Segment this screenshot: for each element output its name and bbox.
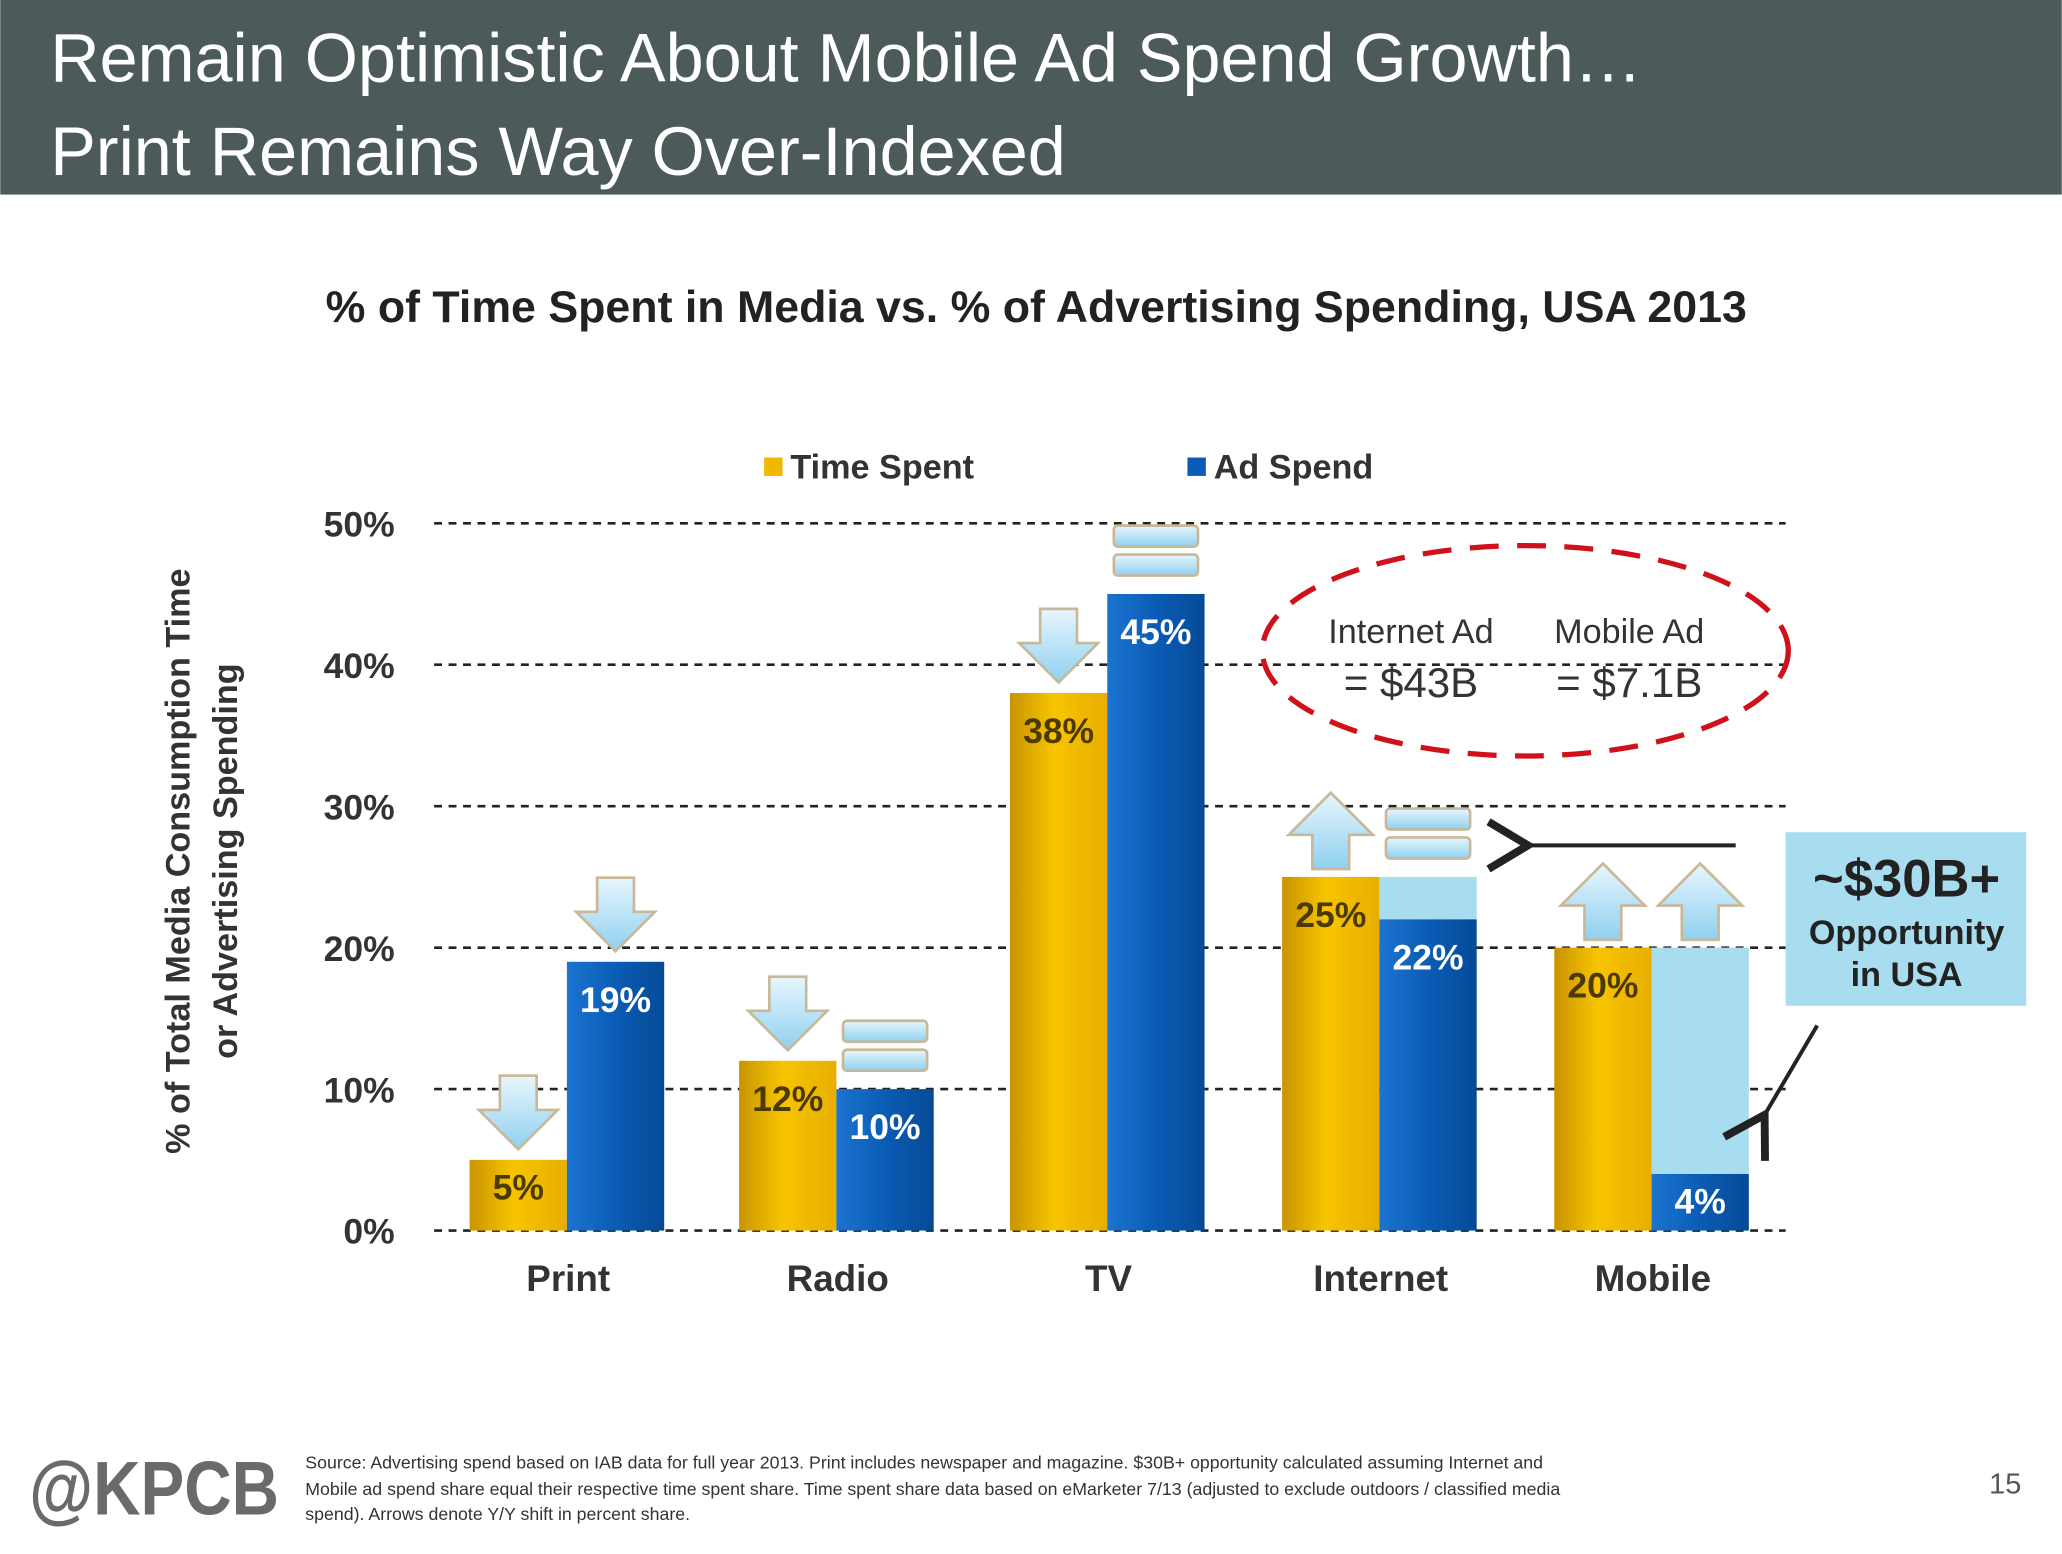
bar-time-spent bbox=[739, 1060, 837, 1231]
arrow-up-shape bbox=[1557, 861, 1649, 942]
arrow-down-shape bbox=[1015, 607, 1102, 685]
data-label: 19% bbox=[580, 980, 651, 1020]
data-label: 45% bbox=[1120, 612, 1191, 652]
equal-bar-bottom bbox=[841, 1048, 929, 1073]
data-label: 38% bbox=[1023, 711, 1094, 751]
slide-title-line1: Remain Optimistic About Mobile Ad Spend … bbox=[50, 21, 1642, 97]
y-tick-label: 20% bbox=[324, 929, 395, 969]
legend-label-time-spent: Time Spent bbox=[790, 449, 974, 487]
opportunity-callout-box bbox=[1785, 832, 2027, 1006]
x-tick-label: TV bbox=[1085, 1258, 1132, 1299]
arrow-down-icon bbox=[1015, 607, 1102, 685]
mobile-ad-value: = $7.1B bbox=[1556, 659, 1702, 706]
gridlines: 0% 10% 20% 30% 40% 50% bbox=[324, 504, 1786, 1252]
slide-title-line2: Print Remains Way Over-Indexed bbox=[50, 114, 1066, 190]
ad-spend-callout-ellipse bbox=[1259, 542, 1791, 759]
legend-swatch-time-spent bbox=[764, 457, 783, 476]
source-note-line2: Mobile ad spend share equal their respec… bbox=[305, 1479, 1560, 1499]
chart-title: % of Time Spent in Media vs. % of Advert… bbox=[326, 283, 1747, 332]
equal-bar-bottom bbox=[1384, 836, 1472, 860]
data-label: 25% bbox=[1295, 895, 1366, 935]
equal-bar-bottom bbox=[1112, 553, 1200, 577]
y-axis-label-line2: or Advertising Spending bbox=[207, 663, 245, 1059]
equal-icon bbox=[1112, 524, 1200, 577]
legend-swatch-ad-spend bbox=[1187, 457, 1206, 476]
equal-bar-top bbox=[1112, 524, 1200, 548]
arrow-down-icon bbox=[475, 1074, 561, 1152]
y-tick-label: 10% bbox=[324, 1070, 395, 1110]
data-label: 4% bbox=[1675, 1181, 1726, 1221]
x-tick-label: Mobile bbox=[1595, 1258, 1712, 1299]
data-label: 22% bbox=[1393, 937, 1464, 977]
opportunity-line1: Opportunity bbox=[1809, 914, 2005, 952]
bar-time-spent bbox=[1554, 947, 1652, 1231]
opportunity-gap-bar bbox=[1379, 876, 1477, 920]
mobile-ad-label: Mobile Ad bbox=[1554, 613, 1704, 651]
bar-time-spent bbox=[469, 1159, 567, 1231]
arrow-diagonal-icon bbox=[1722, 1024, 1819, 1161]
source-note-line1: Source: Advertising spend based on IAB d… bbox=[305, 1453, 1543, 1473]
y-axis-label: % of Total Media Consumption Time or Adv… bbox=[160, 568, 245, 1153]
bar-time-spent bbox=[1282, 876, 1380, 1231]
y-axis-label-line1: % of Total Media Consumption Time bbox=[160, 568, 198, 1153]
arrow-up-icon bbox=[1557, 861, 1649, 942]
arrow-down-icon bbox=[572, 876, 659, 954]
arrow-down-shape bbox=[475, 1074, 561, 1152]
arrow-up-icon bbox=[1654, 861, 1746, 942]
y-tick-label: 50% bbox=[324, 504, 395, 544]
arrow-down-icon bbox=[745, 975, 831, 1053]
opportunity-amount: ~$30B+ bbox=[1813, 850, 2000, 909]
equal-icon bbox=[1384, 807, 1472, 860]
data-label: 5% bbox=[493, 1167, 544, 1207]
internet-ad-label: Internet Ad bbox=[1328, 613, 1493, 651]
equal-icon bbox=[841, 1019, 929, 1073]
equal-bar-top bbox=[841, 1019, 929, 1044]
x-tick-label: Print bbox=[526, 1258, 610, 1299]
opportunity-line2: in USA bbox=[1851, 956, 1963, 994]
arrow-down-shape bbox=[572, 876, 659, 954]
bar-ad-spend bbox=[566, 961, 665, 1231]
bar-ad-spend bbox=[1379, 919, 1477, 1231]
x-tick-label: Internet bbox=[1313, 1258, 1448, 1299]
opportunity-gap-bar bbox=[1651, 947, 1749, 1174]
internet-ad-value: = $43B bbox=[1344, 659, 1478, 706]
bars bbox=[469, 524, 1749, 1231]
header-bar bbox=[0, 0, 2062, 195]
source-note-line3: spend). Arrows denote Y/Y shift in perce… bbox=[305, 1504, 690, 1524]
arrow-up-icon bbox=[1285, 790, 1377, 871]
data-labels: Print 5% 19% Radio 12% 10% TV 38% 45% Internet 25%… bbox=[493, 612, 1726, 1299]
equal-bar-top bbox=[1384, 807, 1472, 831]
y-tick-label: 40% bbox=[324, 646, 395, 686]
kpcb-logo: @KPCB bbox=[29, 1447, 279, 1532]
data-label: 12% bbox=[752, 1079, 823, 1119]
y-tick-label: 0% bbox=[343, 1212, 394, 1252]
data-label: 10% bbox=[850, 1107, 921, 1147]
data-label: 20% bbox=[1567, 966, 1638, 1006]
page-number: 15 bbox=[1989, 1469, 2021, 1501]
arrow-up-shape bbox=[1654, 861, 1746, 942]
legend-label-ad-spend: Ad Spend bbox=[1214, 449, 1373, 487]
arrow-up-shape bbox=[1285, 790, 1377, 871]
bar-ad-spend bbox=[1651, 1173, 1749, 1231]
y-tick-label: 30% bbox=[324, 787, 395, 827]
bar-time-spent bbox=[1009, 693, 1108, 1231]
bar-ad-spend bbox=[1107, 593, 1205, 1231]
x-tick-label: Radio bbox=[787, 1258, 889, 1299]
bar-ad-spend bbox=[836, 1089, 934, 1231]
arrow-down-shape bbox=[745, 975, 831, 1053]
